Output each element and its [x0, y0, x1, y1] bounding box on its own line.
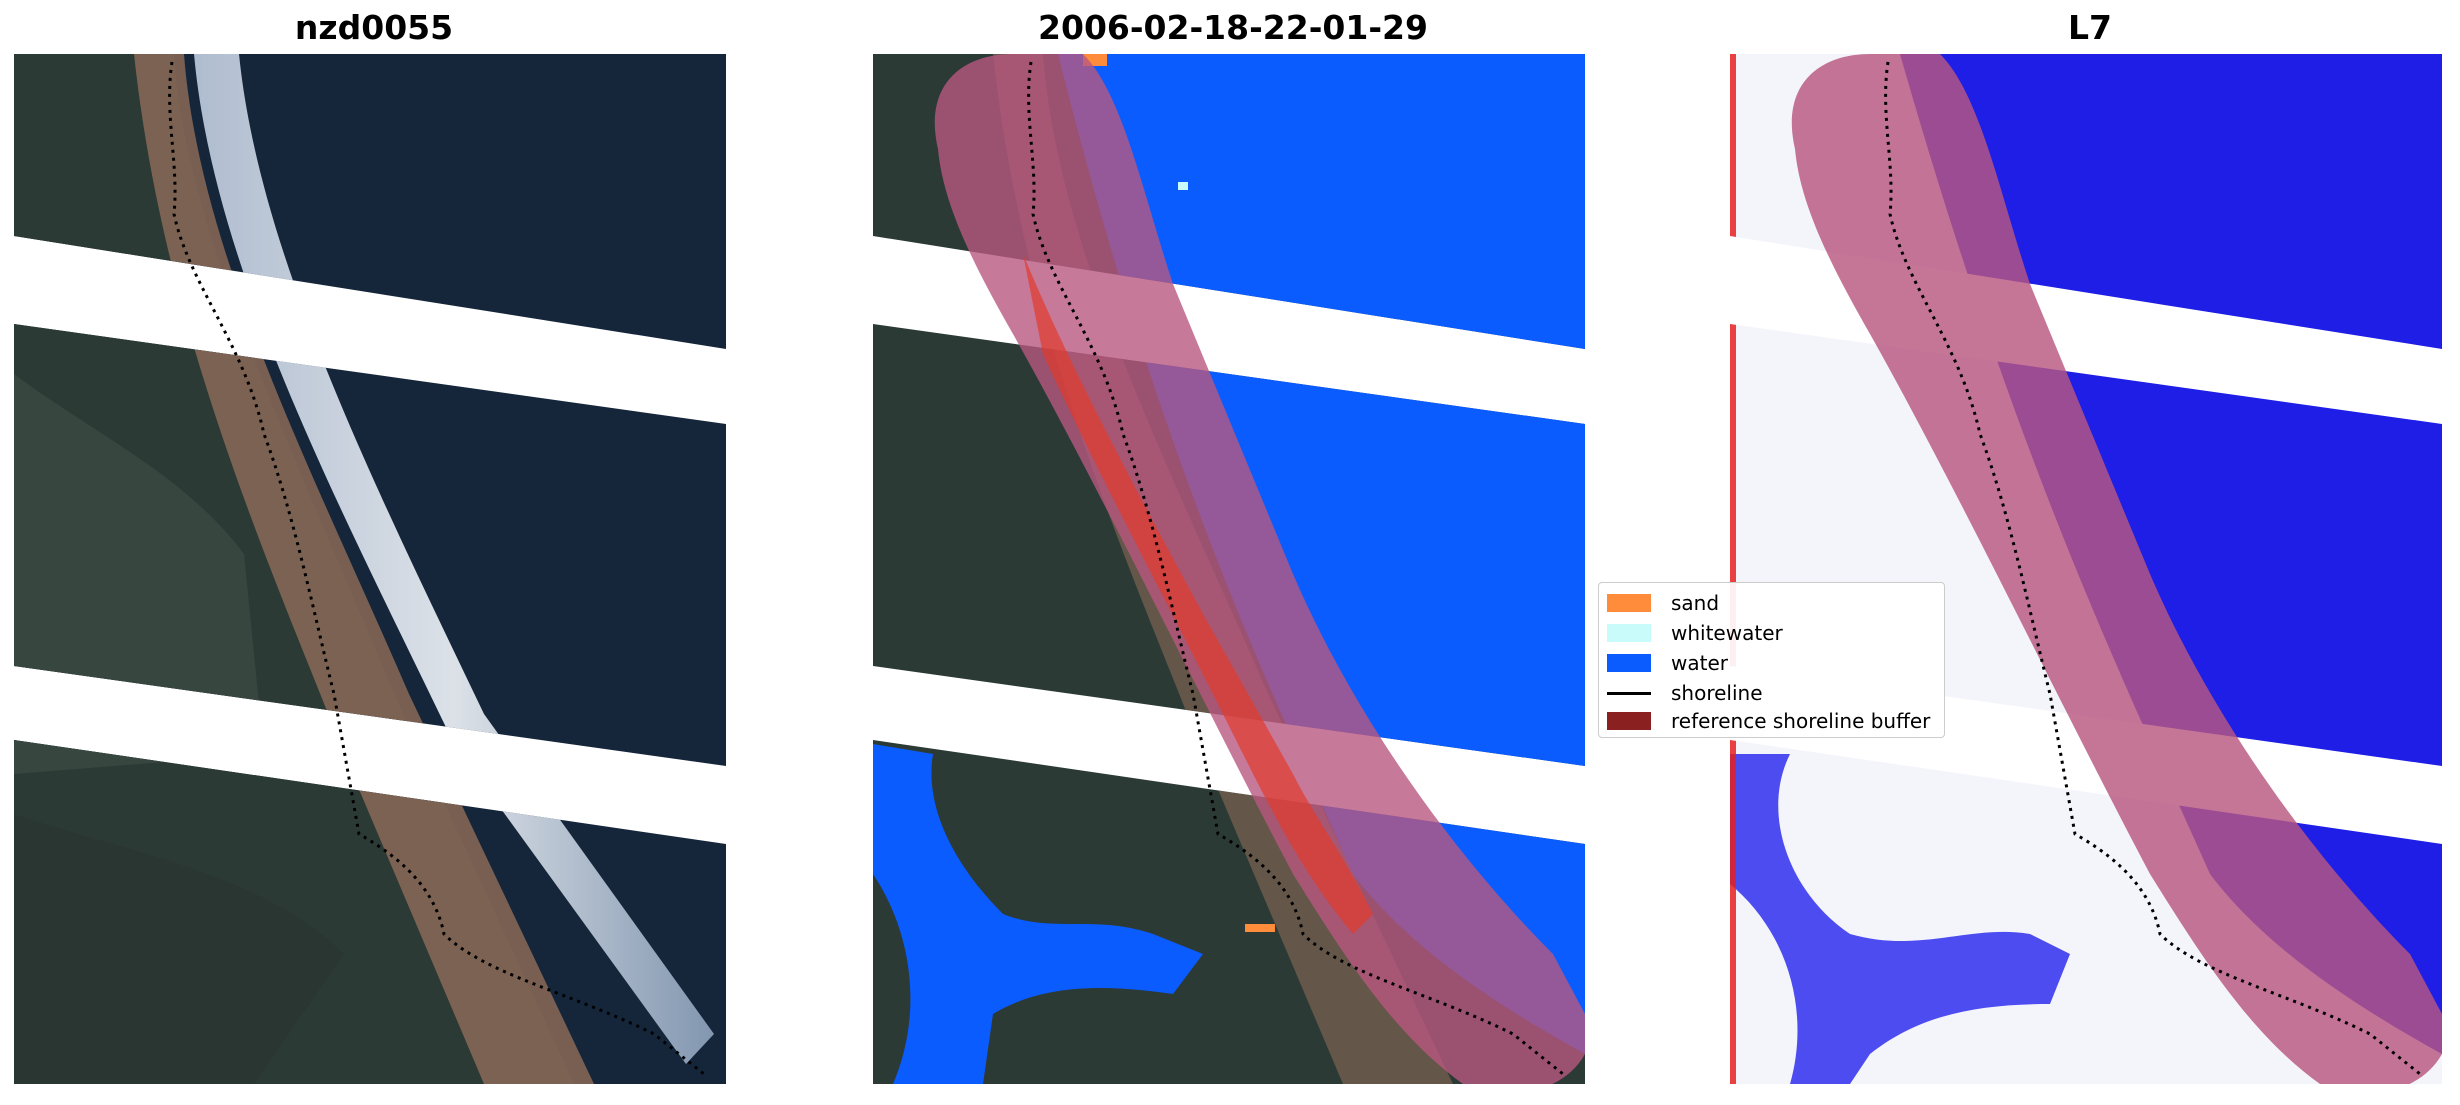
- whitewater-class-patch: [1178, 182, 1188, 190]
- reference-shoreline-buffer: [934, 54, 1585, 1084]
- legend-item-water: water: [1607, 651, 1728, 675]
- shoreline-swatch: [1607, 691, 1651, 695]
- reference-shoreline-buffer: [1791, 54, 2442, 1084]
- whitewater-swatch: [1607, 624, 1651, 642]
- sand-swatch: [1607, 594, 1651, 612]
- legend-item-sand: sand: [1607, 591, 1719, 615]
- index-edge-strip: [1730, 54, 1736, 1084]
- legend: sand whitewater water shoreline referenc…: [1598, 582, 1945, 738]
- shoreline-line: [1884, 61, 2421, 1076]
- legend-item-whitewater: whitewater: [1607, 621, 1783, 645]
- legend-label: sand: [1671, 591, 1720, 615]
- panel-title-index: L7: [2068, 8, 2112, 47]
- legend-item-buffer: reference shoreline buffer: [1607, 709, 1930, 733]
- legend-label: reference shoreline buffer: [1671, 709, 1931, 733]
- lagoon-water-region: [873, 744, 1203, 1084]
- sand-class-patch: [1245, 924, 1275, 932]
- legend-label: shoreline: [1671, 681, 1763, 705]
- rgb-scene: [14, 54, 726, 1084]
- shoreline-line: [1027, 61, 1564, 1076]
- legend-label: whitewater: [1671, 621, 1783, 645]
- buffer-swatch: [1607, 712, 1651, 730]
- index-panel: [1730, 54, 2442, 1084]
- shoreline-line: [168, 61, 705, 1076]
- sand-under-buffer: [1023, 254, 1373, 934]
- panel-title-rgb: nzd0055: [294, 8, 454, 47]
- classification-panel: [873, 54, 1585, 1084]
- rgb-image-panel: [14, 54, 726, 1084]
- water-swatch: [1607, 654, 1651, 672]
- legend-item-shoreline: shoreline: [1607, 681, 1763, 705]
- panel-title-classification: 2006-02-18-22-01-29: [1038, 8, 1428, 47]
- legend-label: water: [1671, 651, 1728, 675]
- index-lagoon-region: [1730, 754, 2070, 1084]
